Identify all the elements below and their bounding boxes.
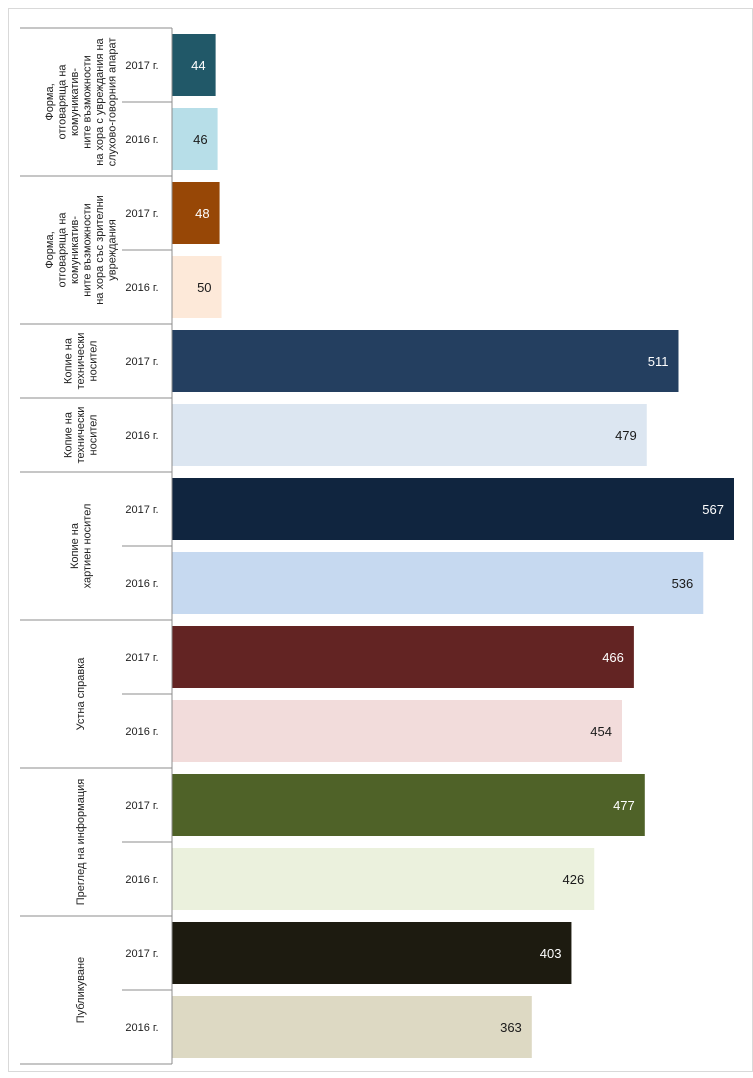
data-label: 479 [615,428,637,443]
category-label-line: Копие на [69,522,81,569]
bar [172,108,218,170]
category-label-line: комуникатив- [69,68,81,136]
year-tick-label: 2016 г. [125,430,158,442]
data-label: 567 [702,502,724,517]
bar [172,996,532,1058]
bars-layer: 44 46 48 50 511 479 567 536 466 454 477 426 403 363 [172,34,734,1058]
category-label-line: ните възможности [81,55,93,149]
data-label: 46 [193,132,207,147]
category-label-line: увреждания [106,219,118,281]
bar [172,700,622,762]
year-tick-label: 2016 г. [125,726,158,738]
category-label-line: носител [88,415,100,456]
data-label: 536 [672,576,694,591]
bar [172,774,645,836]
data-label: 44 [191,58,205,73]
bar [172,552,704,614]
data-label: 48 [195,206,209,221]
category-label-line: технически [75,333,87,390]
category-label-line: Копие на [63,337,75,384]
category-label: Устна справка [75,657,87,731]
category-label-line: ните възможности [81,203,93,297]
category-label-line: Форма, [44,83,56,120]
category-label: Копие нахартиен носител [69,504,94,589]
category-label-line: на хора с увреждания на [94,37,106,165]
bar [172,330,679,392]
category-label: Форма,отговаряща накомуникатив-ните възм… [44,195,119,305]
category-label: Копие натехническиносител [63,407,100,464]
category-label-line: Преглед на информация [75,779,87,906]
category-label-line: отговаряща на [56,212,68,288]
bar [172,478,734,540]
category-label: Преглед на информация [75,779,87,906]
category-label: Копие натехническиносител [63,333,100,390]
data-label: 403 [540,946,562,961]
bar [172,34,216,96]
data-label: 511 [648,354,669,369]
bar [172,626,634,688]
year-tick-label: 2016 г. [125,1022,158,1034]
category-label-line: Копие на [63,411,75,458]
year-tick-label: 2016 г. [125,578,158,590]
data-label: 454 [590,724,612,739]
data-label: 477 [613,798,635,813]
year-tick-label: 2016 г. [125,282,158,294]
category-label-line: технически [75,407,87,464]
category-label-line: хартиен носител [81,504,93,589]
category-label-line: отговаряща на [56,64,68,140]
year-tick-label: 2017 г. [125,60,158,72]
bar [172,256,222,318]
category-label-line: Устна справка [75,657,87,731]
category-label-line: слухово-говорния апарат [106,38,118,167]
data-label: 466 [602,650,624,665]
bar [172,922,572,984]
bar [172,404,647,466]
year-tick-label: 2016 г. [125,134,158,146]
category-axis: 2017 г.2016 г.Форма,отговаряща накомуник… [20,27,173,1065]
data-label: 426 [563,872,585,887]
year-tick-label: 2017 г. [125,208,158,220]
year-tick-label: 2017 г. [125,652,158,664]
category-label-line: Публикуване [75,957,87,1023]
category-label: Публикуване [75,957,87,1023]
year-tick-label: 2017 г. [125,800,158,812]
category-label-line: на хора със зрителни [94,195,106,305]
category-label: Форма,отговаряща накомуникатив-ните възм… [44,37,119,166]
year-tick-label: 2017 г. [125,356,158,368]
data-label: 363 [500,1020,522,1035]
category-label-line: носител [88,341,100,382]
data-label: 50 [197,280,211,295]
category-label-line: комуникатив- [69,216,81,284]
year-tick-label: 2017 г. [125,948,158,960]
year-tick-label: 2017 г. [125,504,158,516]
bar [172,182,220,244]
category-label-line: Форма, [44,231,56,268]
bar [172,848,595,910]
year-tick-label: 2016 г. [125,874,158,886]
